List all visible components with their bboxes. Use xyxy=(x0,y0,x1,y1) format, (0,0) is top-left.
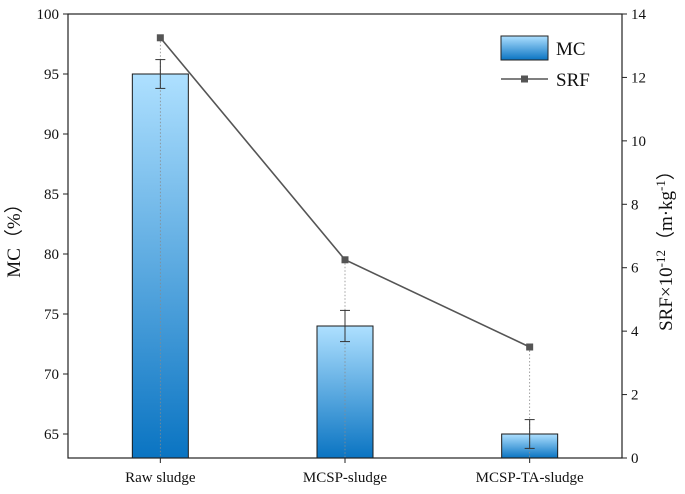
x-axis: Raw sludge MCSP-sludge MCSP-TA-sludge xyxy=(125,458,584,486)
right-tick-label-7: 14 xyxy=(631,7,647,23)
right-axis-title-exp2: -1 xyxy=(653,180,668,191)
right-axis-title-base: SRF×10 xyxy=(656,267,677,331)
left-tick-label-1: 70 xyxy=(44,367,59,383)
left-axis: 65 70 75 80 85 90 95 100 xyxy=(37,7,68,443)
right-axis-title-mid: （m·kg xyxy=(655,190,677,250)
x-tick-label-2: MCSP-TA-sludge xyxy=(476,470,584,486)
left-tick-label-0: 65 xyxy=(44,427,59,443)
line-srf xyxy=(159,37,531,348)
legend: MC SRF xyxy=(500,35,590,91)
errorbar-layer xyxy=(155,37,535,458)
left-axis-title: MC（%） xyxy=(3,194,25,277)
left-tick-label-4: 85 xyxy=(44,187,59,203)
right-axis-title-exp1: -12 xyxy=(653,250,668,267)
legend-label-mc: MC xyxy=(556,39,586,60)
marker-srf-0 xyxy=(156,34,164,42)
legend-swatch-mc xyxy=(500,35,549,61)
x-tick-label-1: MCSP-sludge xyxy=(303,470,388,486)
left-tick-label-2: 75 xyxy=(44,307,59,323)
left-tick-label-5: 90 xyxy=(44,127,59,143)
right-tick-label-4: 8 xyxy=(631,197,639,213)
marker-srf-2 xyxy=(526,343,534,351)
right-tick-label-1: 2 xyxy=(631,388,639,404)
left-tick-label-7: 100 xyxy=(37,7,60,23)
right-tick-label-6: 12 xyxy=(631,70,646,86)
right-axis: 0 2 4 6 8 10 12 14 xyxy=(622,7,647,467)
left-tick-label-6: 95 xyxy=(44,67,59,83)
left-tick-label-3: 80 xyxy=(44,247,59,263)
right-axis-title-end: ） xyxy=(655,161,677,180)
right-tick-label-2: 4 xyxy=(631,324,639,340)
legend-label-srf: SRF xyxy=(556,70,590,91)
line-layer xyxy=(156,34,534,351)
bar-mc-1 xyxy=(316,325,374,459)
marker-srf-1 xyxy=(341,256,349,264)
right-tick-label-3: 6 xyxy=(631,261,639,277)
right-tick-label-0: 0 xyxy=(631,451,639,467)
right-axis-title: SRF×10-12（m·kg-1） xyxy=(653,161,677,331)
x-tick-label-0: Raw sludge xyxy=(125,470,196,486)
right-tick-label-5: 10 xyxy=(631,134,646,150)
legend-swatch-srf-marker xyxy=(521,75,528,83)
